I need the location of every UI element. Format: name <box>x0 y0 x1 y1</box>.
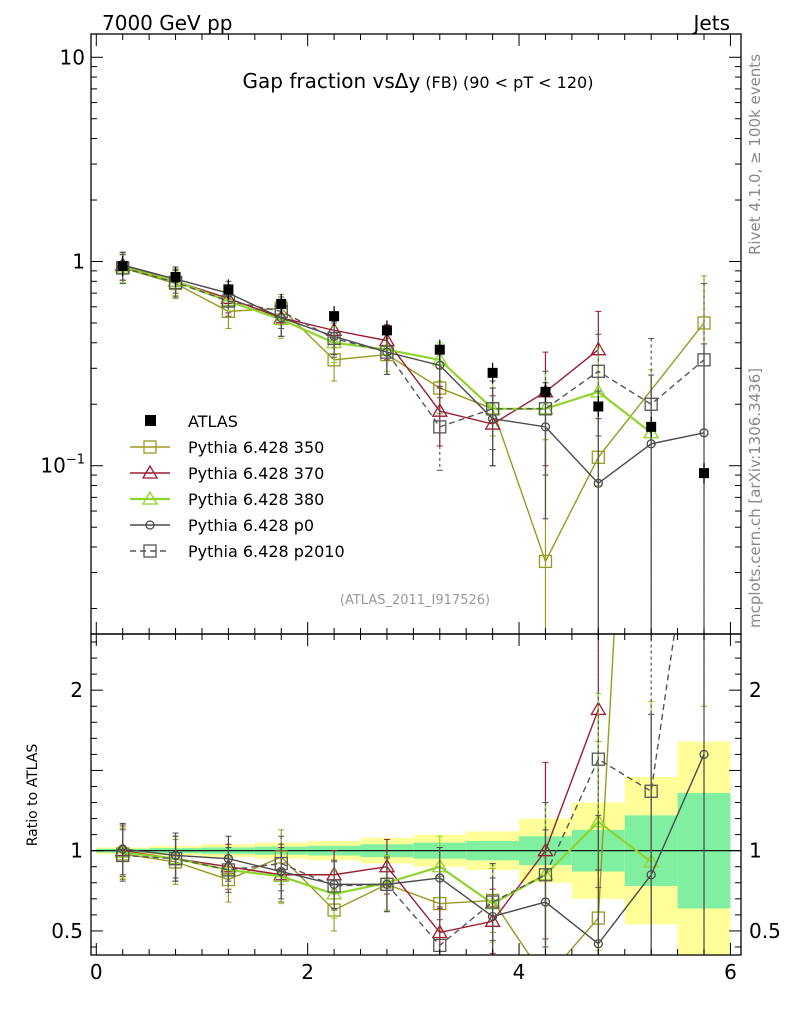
ratio-frame <box>90 633 742 956</box>
atlas-point <box>434 344 445 355</box>
ratio-p2010-marker <box>485 895 500 909</box>
main-p2010-marker <box>485 402 500 416</box>
legend-label: Pythia 6.428 350 <box>188 438 324 457</box>
ratio-p2010-marker <box>538 868 553 882</box>
mcplots-label: mcplots.cern.ch [arXiv:1306.3436] <box>746 368 764 628</box>
main-p2010-marker <box>644 397 658 411</box>
legend-label: Pythia 6.428 p0 <box>188 516 314 535</box>
main-plot-series <box>114 251 711 634</box>
xtick-label: 2 <box>301 960 314 984</box>
rivet-version-label: Rivet 4.1.0, ≥ 100k events <box>746 54 764 255</box>
legend-marker <box>143 544 157 558</box>
ratio-ytick-label-right: 2 <box>749 678 762 702</box>
ratio-p2010-marker <box>327 879 341 893</box>
atlas-point <box>540 386 551 397</box>
legend-label: Pythia 6.428 370 <box>188 464 324 483</box>
atlas-point <box>329 311 340 322</box>
main-p2010-marker <box>433 420 447 434</box>
legend-marker <box>145 520 155 530</box>
atlas-point <box>223 284 234 295</box>
atlas-point <box>646 421 657 432</box>
title-cut: (90 < pT < 120) <box>463 73 593 92</box>
atlas-point <box>276 298 287 309</box>
main-p2010-marker <box>380 345 394 359</box>
title-delta: Δy <box>395 69 421 93</box>
main-p2010-marker <box>697 353 711 367</box>
ratio-ytick-label-left: 2 <box>70 678 83 702</box>
ratio-p2010-marker <box>380 877 394 892</box>
legend-atlas-label: ATLAS <box>188 412 238 431</box>
main-ytick-label-base: 10 <box>60 45 85 69</box>
atlas-point <box>170 271 181 282</box>
ratio-p2010-marker <box>168 852 183 866</box>
ratio-p0-line <box>122 754 705 945</box>
ratio-p2010-marker <box>591 752 605 766</box>
ratio-370-marker <box>431 924 448 939</box>
ratio-plot-series <box>91 58 741 985</box>
atlas-point <box>381 325 392 336</box>
main-ytick-label: 10 <box>60 45 85 69</box>
xtick-label: 0 <box>90 960 103 984</box>
reference-label: (ATLAS_2011_I917526) <box>340 593 490 608</box>
legend: ATLAS Pythia 6.428 350 Pythia 6.428 370 Pyt… <box>130 412 345 561</box>
legend-marker <box>141 490 159 505</box>
atlas-point <box>117 261 128 272</box>
main-p0-line <box>122 264 705 485</box>
ratio-370-line <box>122 709 599 934</box>
ratio-ytick-label-left: 1 <box>70 839 83 863</box>
title-fb: (FB) <box>425 73 458 92</box>
header-right: Jets <box>692 11 730 35</box>
title-main: Gap fraction vs <box>243 69 395 93</box>
legend-marker <box>141 464 159 479</box>
ratio-p2010-marker <box>644 784 658 798</box>
legend-atlas-marker <box>145 415 156 426</box>
main-ytick-label-base: 1 <box>72 250 85 274</box>
ratio-ytick-label-right: 0.5 <box>749 919 781 943</box>
ratio-350-marker <box>698 58 710 70</box>
main-350-marker <box>538 554 553 569</box>
main-p0-marker <box>593 478 603 488</box>
main-p2010-marker <box>538 402 553 416</box>
ratio-ytick-label-left: 0.5 <box>51 919 83 943</box>
main-ytick-label: 10−1 <box>40 453 85 478</box>
atlas-point <box>487 367 498 378</box>
main-p2010-line <box>122 267 705 428</box>
ratio-p0-marker <box>593 939 603 949</box>
main-p2010-marker <box>591 364 605 378</box>
main-350-marker <box>697 316 711 330</box>
ratio-y-axis-label: Ratio to ATLAS <box>25 744 41 847</box>
ratio-p2010-marker <box>116 848 130 863</box>
header-left: 7000 GeV pp <box>102 11 233 35</box>
legend-label: Pythia 6.428 p2010 <box>188 542 345 561</box>
legend-marker <box>143 440 157 454</box>
ratio-p0-marker <box>170 850 181 861</box>
plot-title: Gap fraction vsΔy (FB) (90 < pT < 120) <box>243 69 594 93</box>
ratio-p2010-line <box>122 634 676 947</box>
main-ytick-label-exp: −1 <box>66 453 85 468</box>
atlas-point <box>593 401 604 412</box>
main-p2010-marker <box>327 331 341 346</box>
xtick-label: 4 <box>513 960 526 984</box>
main-ytick-label-base: 10 <box>40 454 65 478</box>
main-p0-marker <box>540 422 551 432</box>
atlas-point <box>699 468 710 479</box>
xtick-label: 6 <box>724 960 737 984</box>
ratio-p2010-marker <box>221 863 236 877</box>
legend-label: Pythia 6.428 380 <box>188 490 324 509</box>
main-p0-marker <box>435 360 445 371</box>
ratio-p2010-marker <box>274 856 288 871</box>
ratio-350-line <box>122 634 615 955</box>
ratio-ytick-label-right: 1 <box>749 839 762 863</box>
main-ytick-label: 1 <box>72 250 85 274</box>
ratio-350-marker <box>539 973 551 985</box>
ratio-p0-marker <box>435 873 445 883</box>
